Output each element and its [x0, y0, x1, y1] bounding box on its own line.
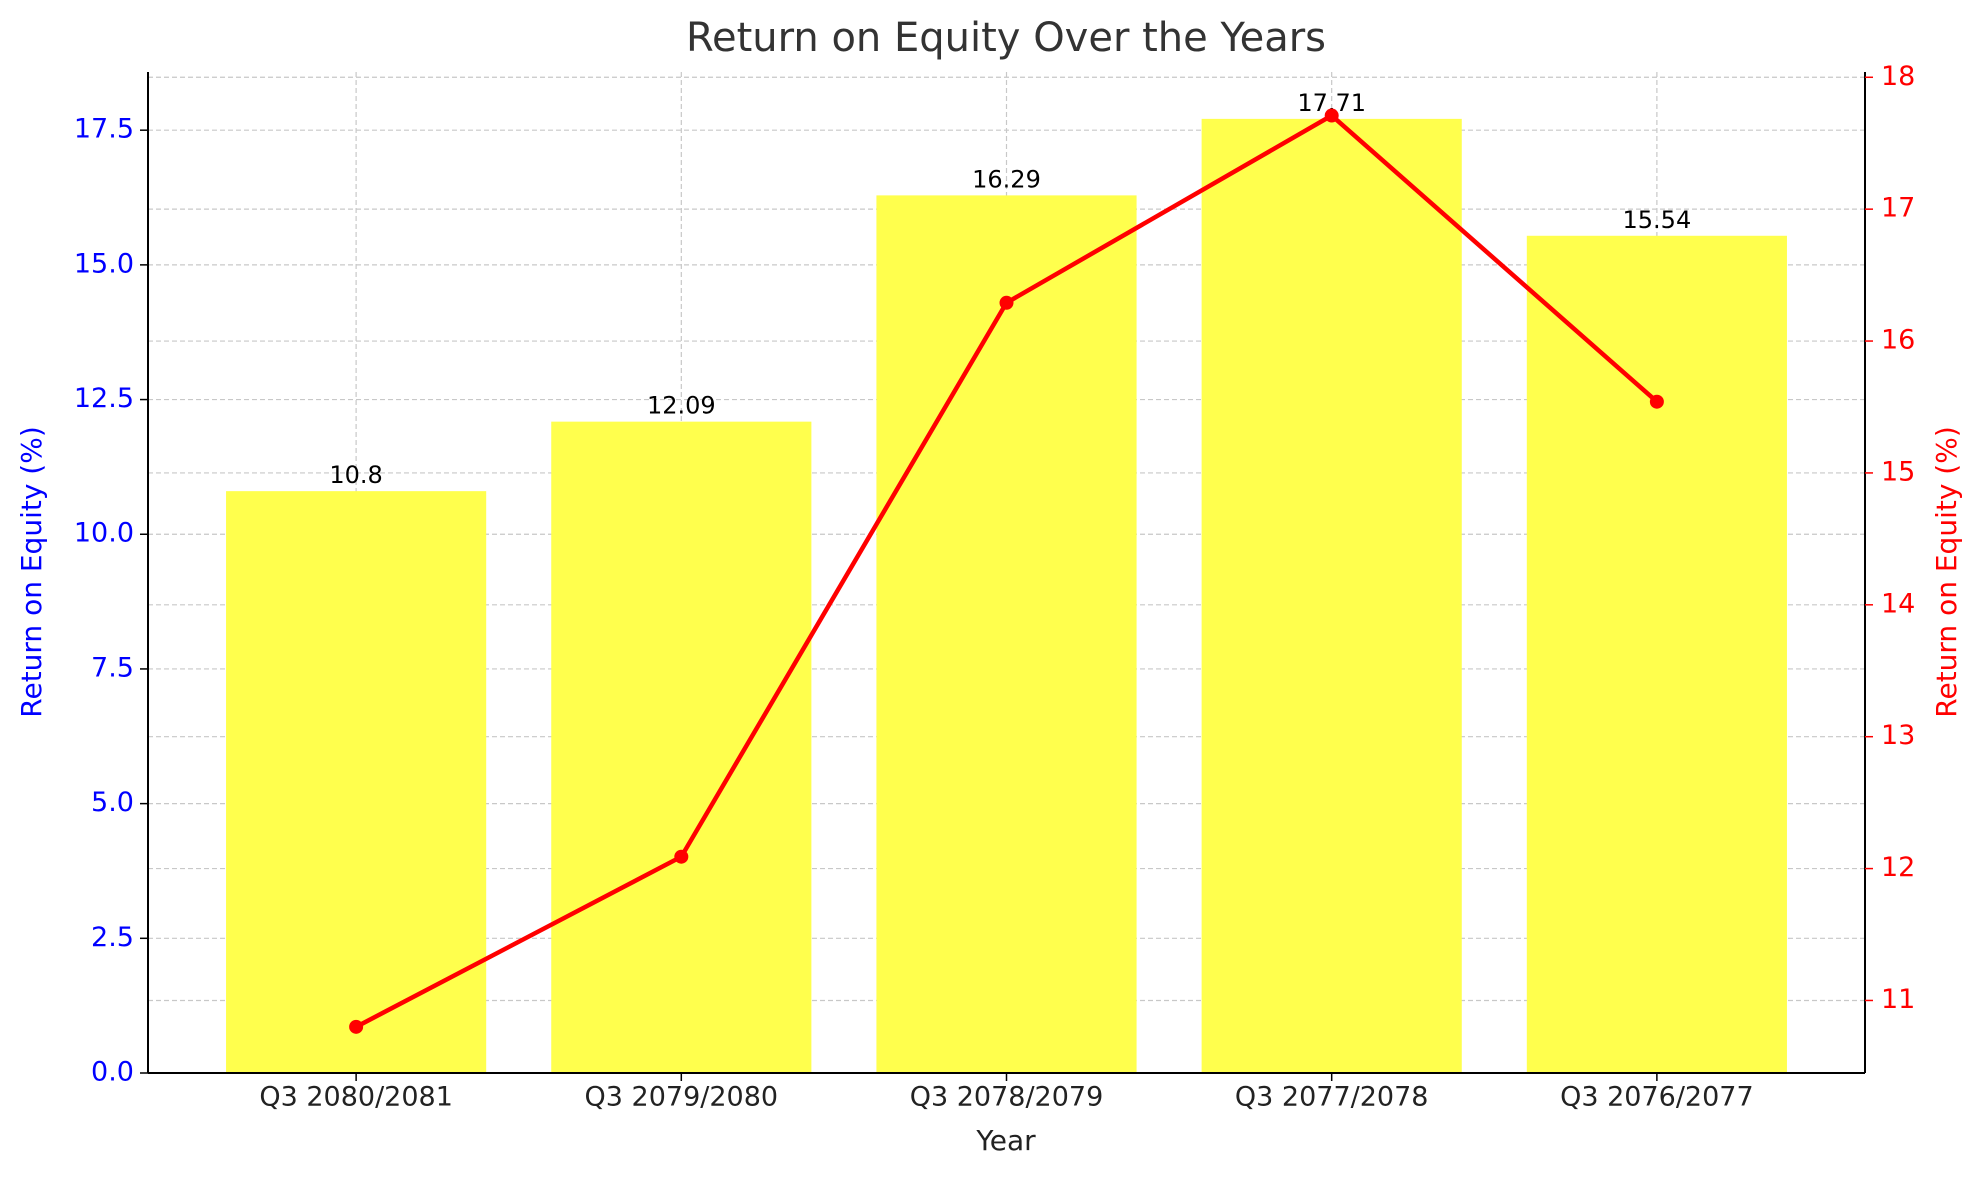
x-tick-label: Q3 2076/2077 [1560, 1082, 1754, 1113]
y-tick-label: 15.0 [74, 248, 134, 279]
point [674, 849, 689, 864]
data-label: 10.8 [329, 461, 382, 489]
data-label: 12.09 [647, 392, 716, 420]
x-tick-label: Q3 2080/2081 [259, 1082, 453, 1113]
y-tick-label: 7.5 [91, 652, 134, 683]
y2-tick-label: 12 [1881, 852, 1915, 883]
bar [876, 195, 1137, 1074]
y2-tick-label: 17 [1881, 193, 1915, 224]
bar [226, 491, 487, 1073]
chart-title: Return on Equity Over the Years [686, 15, 1326, 61]
y-tick-label: 12.5 [74, 383, 134, 414]
y-axis-label: Return on Equity (%) [15, 426, 48, 717]
y2-tick-label: 11 [1881, 984, 1915, 1015]
data-label: 15.54 [1623, 206, 1692, 234]
point [999, 295, 1014, 310]
y2-axis-label: Return on Equity (%) [1930, 426, 1963, 717]
bar [1201, 118, 1462, 1074]
y2-tick-label: 13 [1881, 720, 1915, 751]
bar [1526, 235, 1787, 1074]
x-tick-label: Q3 2077/2078 [1235, 1082, 1429, 1113]
y2-tick-label: 18 [1881, 61, 1915, 92]
y2-tick-label: 15 [1881, 456, 1915, 487]
point [1649, 394, 1664, 409]
x-tick-label: Q3 2078/2079 [910, 1082, 1104, 1113]
y-tick-label: 5.0 [91, 787, 134, 818]
point [1324, 108, 1339, 123]
data-label: 16.29 [972, 165, 1041, 193]
point [349, 1019, 364, 1034]
bar [551, 421, 812, 1073]
y2-tick-label: 16 [1881, 325, 1915, 356]
y2-tick-label: 14 [1881, 588, 1915, 619]
y-tick-label: 0.0 [91, 1057, 134, 1088]
x-axis-label: Year [975, 1124, 1036, 1157]
y-tick-label: 17.5 [74, 114, 134, 145]
x-tick-label: Q3 2079/2080 [585, 1082, 779, 1113]
y-tick-label: 10.0 [74, 518, 134, 549]
y-tick-label: 2.5 [91, 922, 134, 953]
